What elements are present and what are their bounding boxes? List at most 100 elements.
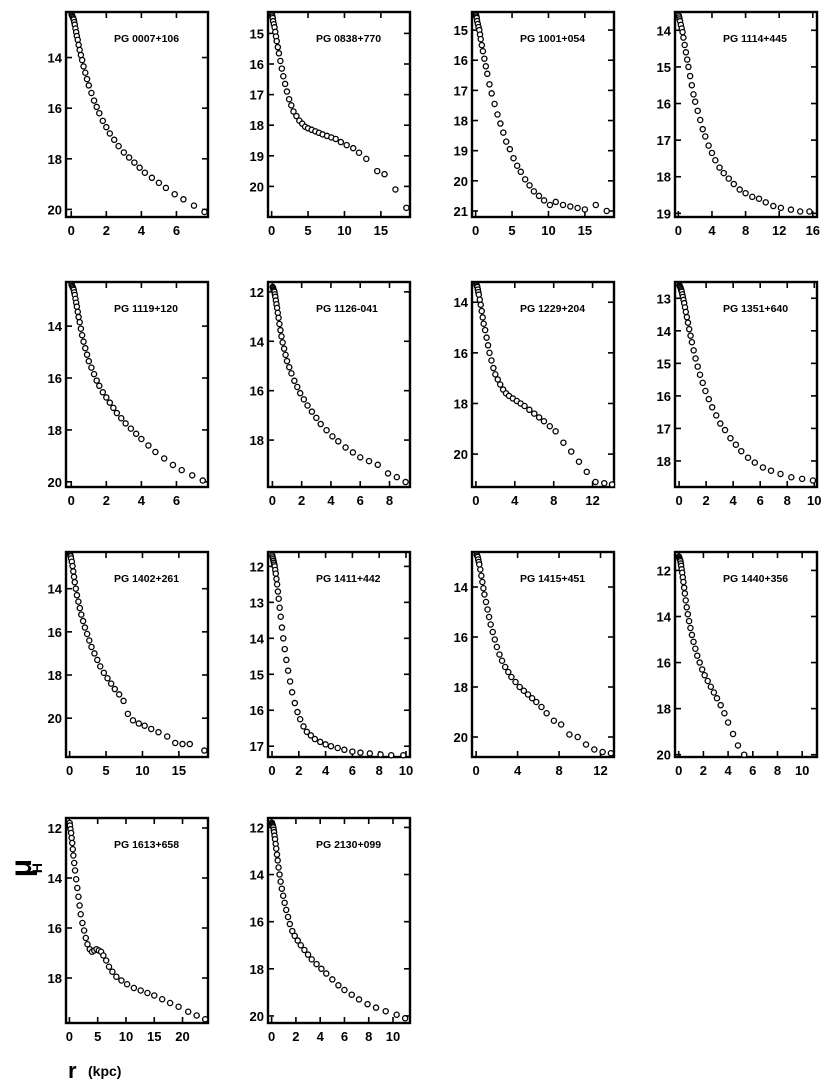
data-point [363,155,370,163]
data-point [502,138,510,145]
y-tick-label: 18 [250,962,264,977]
y-tick-label: 16 [657,389,671,404]
data-point [566,731,573,738]
data-point [708,404,716,411]
data-point [552,428,559,435]
data-point [724,719,732,726]
data-point [276,871,283,878]
data-point [567,203,574,210]
data-point [291,932,298,940]
data-point [696,659,703,666]
data-point [74,308,81,316]
data-point [521,176,529,183]
x-axis-label: r [68,1058,77,1083]
x-tick-label: 10 [337,223,351,238]
panel: 0 2 4 6 8 10 12 14 16 18 20 PG 1440+356 [657,550,819,778]
plot-frame [64,10,210,219]
data-point [759,464,767,471]
x-tick-label: 8 [550,493,557,508]
data-point [704,677,711,685]
data-point [729,730,737,738]
y-tick-label: 19 [250,149,264,164]
x-tick-label: 2 [702,493,709,508]
data-point [488,357,495,364]
y-tick-label: 18 [48,152,62,167]
data-point [478,41,486,49]
data-point [705,395,713,403]
data-point [809,477,817,484]
data-point [701,133,709,140]
data-point [538,703,545,711]
data-point [141,169,149,176]
data-point [382,1007,389,1015]
data-point [273,37,280,45]
data-point [313,960,320,968]
y-tick-label: 16 [48,625,62,640]
data-point [120,697,127,705]
data-point [78,331,86,339]
x-tick-label: 8 [386,493,393,508]
data-point [592,478,599,486]
x-tick-label: 4 [708,223,716,238]
plot-frame [64,816,210,1025]
x-tick-label: 6 [173,223,180,238]
data-point [721,426,729,434]
data-point [524,691,532,698]
data-point [707,683,715,690]
data-point [275,50,283,57]
data-point [513,162,521,169]
data-point [727,434,734,442]
y-axis-label: μ [5,859,38,877]
data-point [505,668,512,676]
data-point [716,164,723,171]
data-point [284,667,292,674]
data-point [110,136,118,144]
panel: 0 5 10 15 20 12 14 16 18 PG 1613+658 [48,816,210,1044]
data-point [712,157,719,164]
data-point [71,867,79,874]
data-point [303,728,311,736]
data-point [608,481,616,488]
panel-title: PG 1114+445 [723,33,787,45]
panel-title: PG 1119+120 [114,303,178,315]
data-point [190,202,198,209]
data-point [481,591,488,598]
data-point [115,691,123,698]
x-tick-label: 5 [304,223,311,238]
data-point [201,1016,209,1023]
panel-title: PG 1126-041 [316,303,378,315]
data-point [280,73,287,80]
y-tick-label: 12 [250,820,264,835]
y-tick-label: 17 [657,133,671,148]
x-tick-label: 2 [103,493,110,508]
data-point [767,467,775,474]
data-point [329,433,336,440]
y-tick-label: 14 [48,51,63,66]
y-tick-label: 16 [250,384,264,399]
data-point [705,142,712,149]
data-point [273,845,280,852]
y-tick-label: 19 [454,144,468,159]
data-point [283,88,291,95]
data-point [680,584,688,591]
data-point [481,55,488,62]
data-point [77,911,84,918]
data-point [118,977,125,984]
plot-frame [470,550,616,759]
data-point [272,570,280,577]
y-tick-label: 14 [657,324,672,339]
data-point [332,135,339,143]
data-point [690,91,697,98]
data-point [401,1015,409,1022]
data-point [510,154,517,162]
panel: 0 4 8 12 14 16 18 20 PG 1415+451 [454,550,616,778]
data-point [82,934,90,942]
data-point [717,701,724,709]
data-point [682,49,690,56]
plot-frame [470,10,616,219]
data-point [327,742,335,750]
data-point [141,722,148,729]
data-point [690,347,697,354]
y-tick-label: 18 [657,454,671,469]
